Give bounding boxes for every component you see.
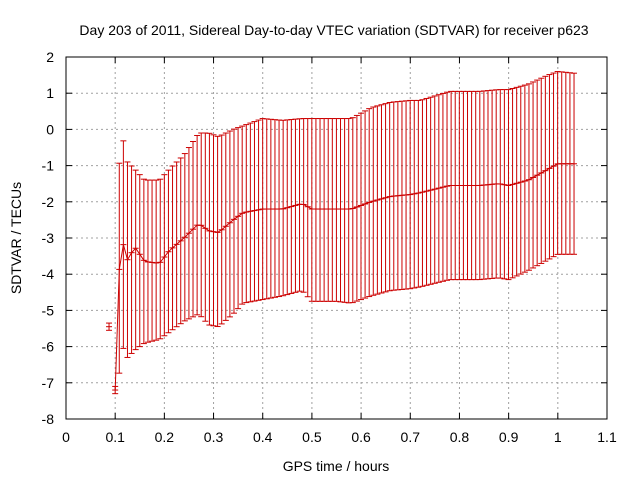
x-tick-label: 0.7 [401, 429, 421, 445]
x-tick-label: 0.8 [450, 429, 470, 445]
y-tick-label: -2 [42, 194, 55, 210]
mean-line [114, 163, 574, 391]
x-tick-label: 0 [62, 429, 70, 445]
chart-title: Day 203 of 2011, Sidereal Day-to-day VTE… [79, 22, 588, 38]
y-tick-label: -7 [42, 375, 55, 391]
y-tick-label: 0 [46, 121, 54, 137]
x-tick-label: 0.9 [499, 429, 519, 445]
y-tick-label: -6 [42, 339, 55, 355]
y-tick-label: -1 [42, 158, 55, 174]
y-tick-label: -4 [42, 266, 55, 282]
data-series [106, 71, 578, 395]
y-tick-label: -8 [42, 411, 55, 427]
y-tick-label: -3 [42, 230, 55, 246]
y-tick-label: -5 [42, 302, 55, 318]
y-axis-label: SDTVAR / TECUs [8, 182, 24, 294]
x-tick-label: 1 [554, 429, 562, 445]
x-tick-label: 0.5 [302, 429, 322, 445]
y-tick-label: 2 [46, 49, 54, 65]
x-tick-label: 0.6 [351, 429, 371, 445]
x-axis-label: GPS time / hours [283, 458, 390, 474]
axis-ticks: 0 0.1 0.2 0.3 0.4 0.5 0.6 0.7 0.8 0.9 1 1.1 -8 -7 -6 -5… [42, 49, 617, 445]
x-tick-label: 0.2 [155, 429, 175, 445]
x-tick-label: 1.1 [597, 429, 617, 445]
x-tick-label: 0.1 [105, 429, 125, 445]
y-tick-label: 1 [46, 85, 54, 101]
x-tick-label: 0.3 [204, 429, 224, 445]
x-tick-label: 0.4 [253, 429, 273, 445]
